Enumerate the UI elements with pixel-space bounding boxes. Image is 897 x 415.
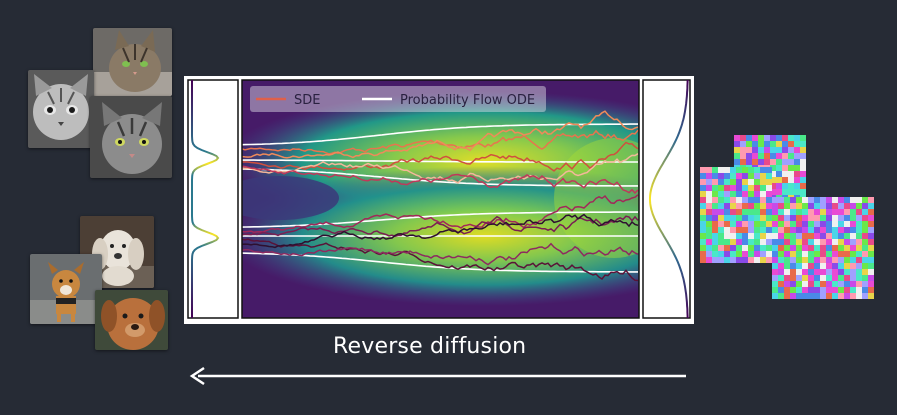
cat-photo-2 <box>28 70 94 148</box>
diffusion-figure: SDE Probability Flow ODE <box>184 76 694 324</box>
dog-photo-2 <box>30 254 102 324</box>
cat-photo-1 <box>93 28 172 96</box>
reverse-diffusion-caption: Reverse diffusion <box>333 334 526 359</box>
cat-icon <box>90 96 172 178</box>
left-arrow-icon <box>188 366 690 386</box>
cat-icon <box>93 28 172 96</box>
diffusion-plot: SDE Probability Flow ODE <box>184 76 694 324</box>
cat-icon <box>28 70 94 148</box>
ode-legend-label: Probability Flow ODE <box>400 93 535 108</box>
dog-photo-3 <box>95 290 168 350</box>
cat-photo-3 <box>90 96 172 178</box>
noise-icon <box>700 135 875 300</box>
noise-tile <box>772 197 874 299</box>
density-heatmap <box>219 80 694 318</box>
noise-tile <box>700 167 772 263</box>
dog-icon <box>95 290 168 350</box>
sde-legend-label: SDE <box>294 93 320 108</box>
legend: SDE Probability Flow ODE <box>250 86 546 112</box>
left-density-panel <box>188 80 238 318</box>
dog-icon <box>30 254 102 324</box>
noise-images <box>700 135 875 300</box>
